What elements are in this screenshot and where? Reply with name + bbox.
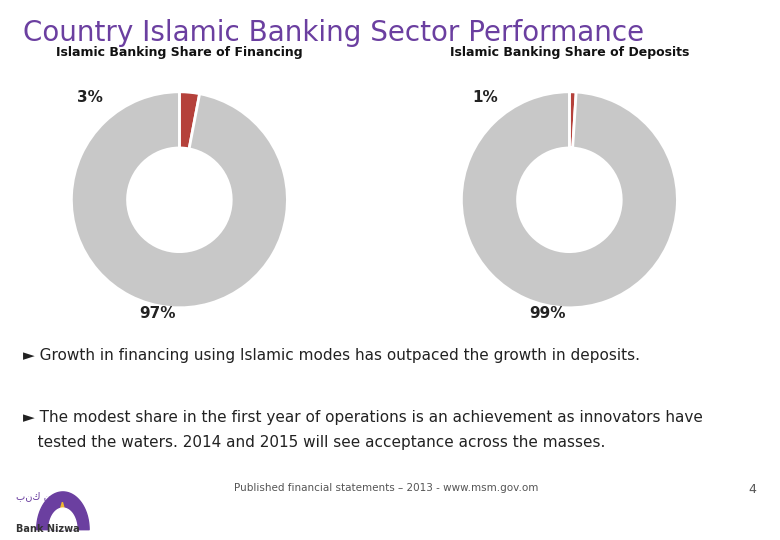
Text: Bank Nizwa: Bank Nizwa bbox=[16, 524, 80, 534]
Text: ► The modest share in the first year of operations is an achievement as innovato: ► The modest share in the first year of … bbox=[23, 410, 704, 426]
Wedge shape bbox=[569, 92, 576, 148]
Text: Country Islamic Banking Sector Performance: Country Islamic Banking Sector Performan… bbox=[23, 19, 644, 47]
Wedge shape bbox=[72, 92, 287, 308]
Text: 99%: 99% bbox=[530, 306, 566, 321]
Text: Published financial statements – 2013 - www.msm.gov.om: Published financial statements – 2013 - … bbox=[234, 483, 538, 494]
Text: ► Growth in financing using Islamic modes has outpaced the growth in deposits.: ► Growth in financing using Islamic mode… bbox=[23, 348, 640, 363]
Text: 1%: 1% bbox=[472, 90, 498, 105]
Title: Islamic Banking Share of Financing: Islamic Banking Share of Financing bbox=[56, 46, 303, 59]
Text: 97%: 97% bbox=[140, 306, 176, 321]
Text: 4: 4 bbox=[749, 483, 757, 496]
Wedge shape bbox=[179, 92, 200, 149]
Text: tested the waters. 2014 and 2015 will see acceptance across the masses.: tested the waters. 2014 and 2015 will se… bbox=[23, 435, 606, 450]
Title: Islamic Banking Share of Deposits: Islamic Banking Share of Deposits bbox=[450, 46, 689, 59]
Text: 3%: 3% bbox=[76, 90, 103, 105]
Wedge shape bbox=[462, 92, 677, 308]
Text: بنك نزوى: بنك نزوى bbox=[16, 491, 68, 502]
Polygon shape bbox=[55, 502, 70, 529]
